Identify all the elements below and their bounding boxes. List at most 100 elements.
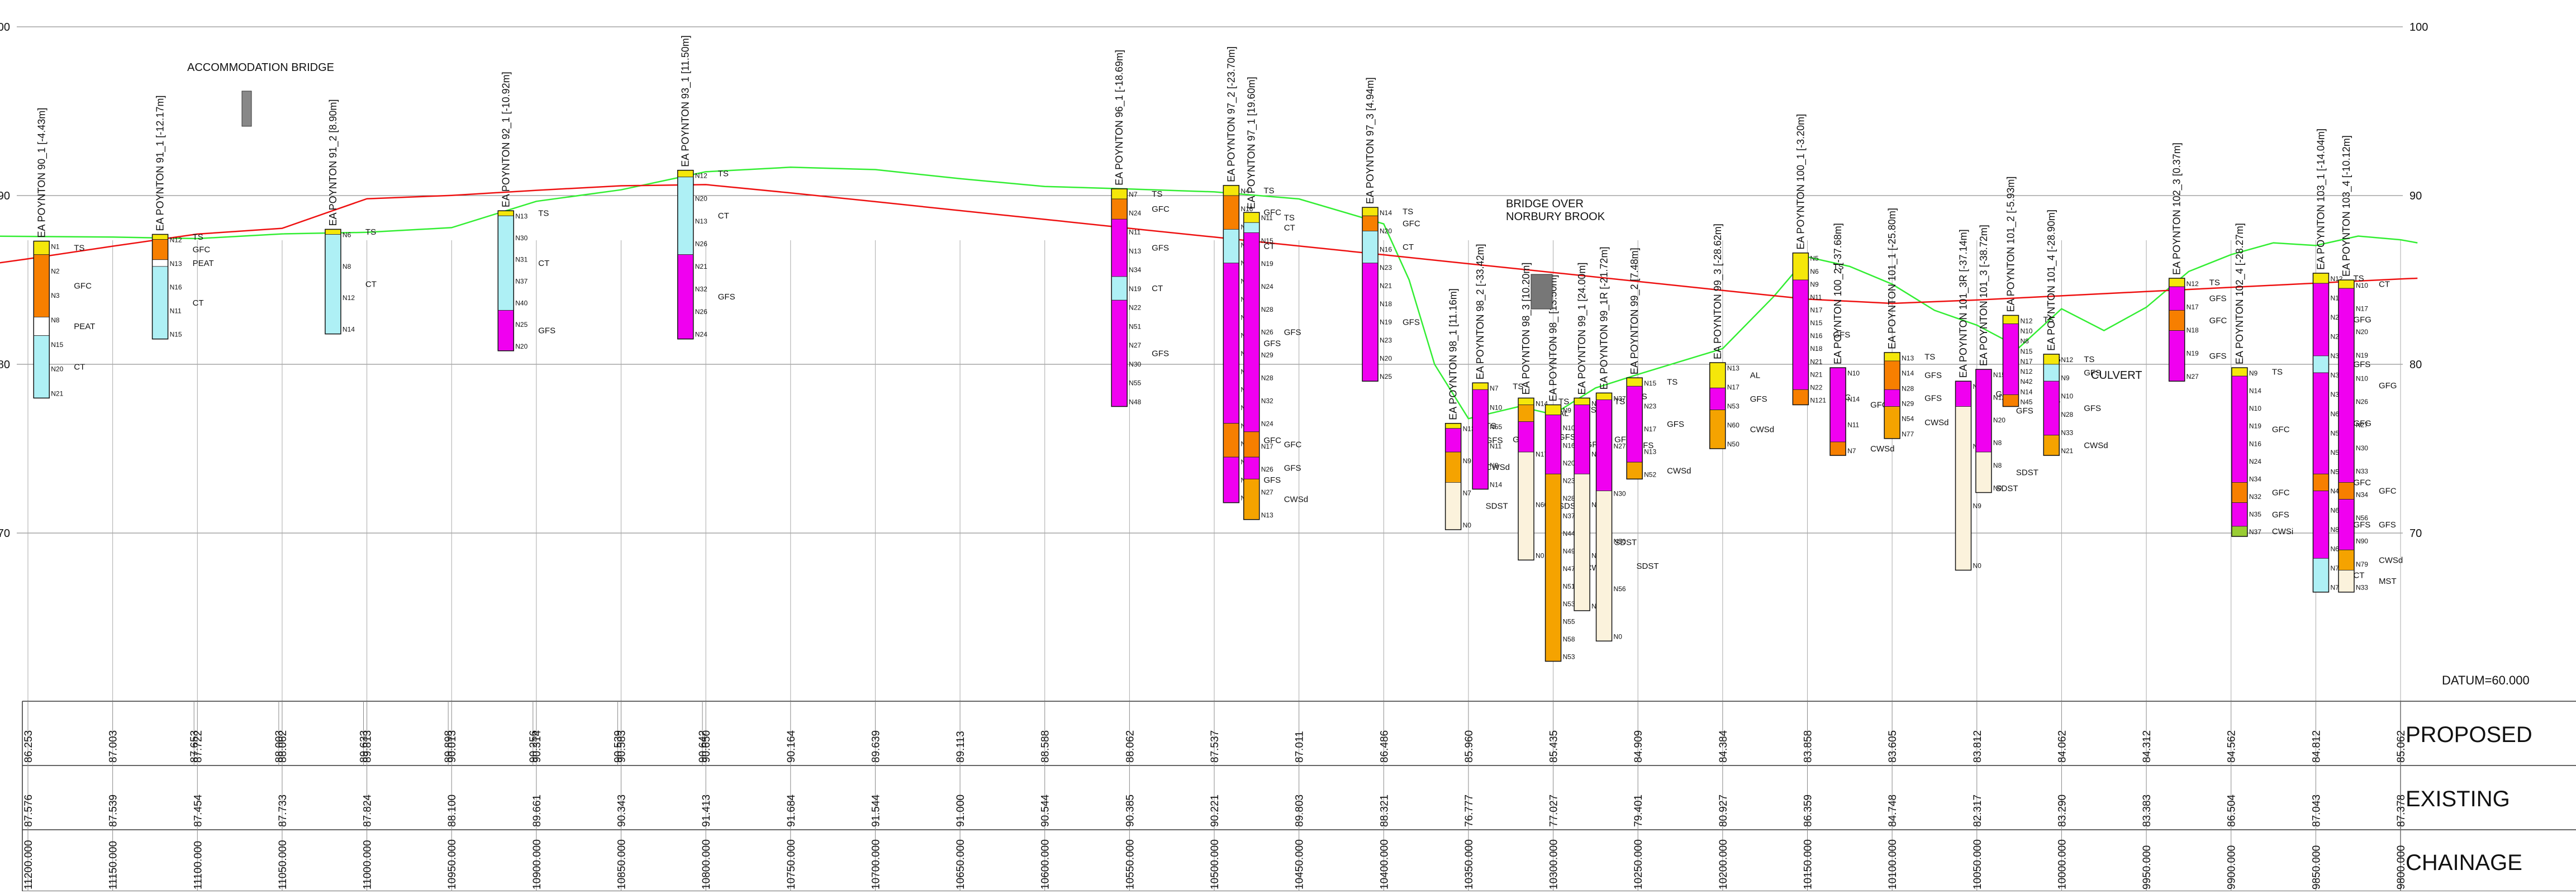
borehole-name: EA POYNTON 99_1 [24.00m] — [1576, 263, 1588, 395]
stratum-label: SDST — [1637, 562, 1659, 571]
sample-label: N30 — [515, 234, 527, 242]
sample-label: N25 — [1380, 373, 1392, 381]
stratum-band — [2313, 558, 2329, 593]
sample-label: N11 — [1261, 214, 1273, 222]
stratum-band — [1111, 198, 1128, 220]
sample-label: N19 — [2187, 350, 2199, 358]
sample-label: N50 — [1727, 440, 1739, 448]
stratum-label: CT — [538, 259, 549, 268]
sample-label: N27 — [1614, 443, 1626, 450]
chainage-value: 11150.000 — [108, 841, 120, 890]
sample-label: N17 — [1536, 450, 1548, 458]
proposed-level: 89.813 — [362, 730, 374, 763]
stratum-label: TS — [193, 232, 203, 242]
stratum-label: TS — [1403, 207, 1413, 217]
borehole: CT GFG GFC GFS CWSd MST N10 N17 N20 N19 N10 N26 N27 N… — [2338, 135, 2403, 593]
borehole-outline — [497, 210, 515, 351]
proposed-ground-line — [0, 184, 2418, 305]
accommodation-bridge-marker — [241, 91, 252, 127]
sample-label: N47 — [1563, 565, 1575, 573]
proposed-level: 89.639 — [870, 730, 882, 763]
stratum-band — [1626, 377, 1643, 387]
borehole: TS GFS CWSd N15 N23 N17 N13 N52 EA POYNTON 99_2 … — [1626, 248, 1691, 480]
sample-label: N18 — [2187, 326, 2199, 334]
proposed-level: 88.003 — [274, 730, 286, 763]
stratum-label: CWSd — [2379, 555, 2403, 565]
stratum-band — [2313, 491, 2329, 559]
norbury-brook-label: NORBURY BROOK — [1506, 211, 1605, 223]
stratum-label: CWSd — [1667, 466, 1691, 475]
proposed-level: 90.650 — [701, 730, 712, 763]
borehole-outline — [1111, 188, 1128, 407]
existing-row-label: EXISTING — [2406, 787, 2510, 811]
sample-label: N4 — [1241, 187, 1249, 195]
borehole-outline — [33, 240, 50, 399]
sample-label: N11 — [1129, 228, 1140, 236]
stratum-band — [1518, 421, 1534, 453]
stratum-label: TS — [1263, 186, 1274, 196]
stratum-label: TS — [538, 209, 549, 218]
borehole-outline — [2312, 273, 2330, 593]
existing-level: 87.454 — [192, 794, 204, 827]
stratum-label: GFS — [2209, 351, 2227, 361]
sample-label: N19 — [1261, 260, 1273, 268]
chainage-value: 10600.000 — [1040, 839, 1052, 890]
stratum-band — [2043, 381, 2060, 436]
chainage-value: 9800.000 — [2396, 845, 2407, 890]
stratum-band — [2338, 288, 2355, 483]
proposed-level: 90.642 — [697, 730, 709, 763]
borehole-outline — [1975, 369, 1992, 493]
sample-label: N10 — [2020, 327, 2032, 335]
existing-level: 76.777 — [1463, 795, 1475, 827]
sample-label: N11 — [1847, 421, 1859, 429]
proposed-level: 85.435 — [1548, 730, 1560, 763]
stratum-label: CWSi — [2272, 527, 2293, 536]
stratum-label: CT — [2379, 280, 2390, 289]
stratum-label: CWSd — [1284, 495, 1308, 505]
proposed-level: 89.633 — [359, 730, 370, 763]
sample-label: N48 — [1129, 398, 1141, 406]
stratum-band — [1596, 491, 1612, 641]
stratum-band — [497, 215, 514, 311]
proposed-level: 90.256 — [528, 730, 540, 763]
stratum-band — [497, 310, 514, 351]
borehole-name: EA POYNTON 97_3 [4.94m] — [1365, 77, 1376, 204]
borehole-outline — [2168, 278, 2185, 382]
existing-level: 91.684 — [786, 794, 797, 827]
borehole-outline — [677, 169, 694, 340]
elevation-label-left: 90 — [0, 190, 10, 202]
sample-label: N7 — [1129, 191, 1138, 198]
stratum-label: CT — [718, 211, 729, 221]
sample-label: N6 — [1810, 268, 1819, 275]
stratum-band — [1243, 478, 1260, 520]
sample-label: N32 — [1261, 397, 1273, 405]
existing-level: 86.359 — [1803, 795, 1814, 827]
sample-label: N12 — [2020, 368, 2032, 375]
sample-label: N45 — [2020, 398, 2032, 406]
chainage-value: 10500.000 — [1209, 839, 1221, 890]
stratum-band — [1884, 360, 1900, 390]
sample-label: N28 — [1563, 494, 1575, 502]
stratum-label: CWSd — [1924, 418, 1948, 427]
sample-label: N23 — [1380, 336, 1392, 344]
sample-label: N2 — [51, 267, 60, 275]
sample-label: N79 — [2356, 560, 2368, 568]
proposed-level: 84.562 — [2226, 730, 2238, 763]
stratum-band — [1223, 423, 1239, 458]
borehole-name: EA POYNTON 93_1 [11.50m] — [680, 35, 692, 167]
sample-label: N19 — [1129, 285, 1141, 293]
sample-label: N37 — [1563, 512, 1575, 520]
stratum-label: GFC — [1403, 219, 1420, 229]
sample-label: N34 — [2356, 491, 2368, 498]
stratum-label: PEAT — [74, 322, 95, 331]
stratum-label: TS — [1833, 262, 1843, 272]
chainage-value: 11200.000 — [23, 840, 35, 890]
stratum-label: MST — [2379, 577, 2397, 586]
sample-label: N12 — [695, 172, 707, 180]
sample-label: N0 — [1993, 484, 2002, 492]
chainage-value: 10850.000 — [616, 839, 628, 890]
existing-level: 87.824 — [362, 794, 374, 827]
stratum-band — [1472, 389, 1489, 489]
borehole-outline — [1626, 377, 1643, 480]
